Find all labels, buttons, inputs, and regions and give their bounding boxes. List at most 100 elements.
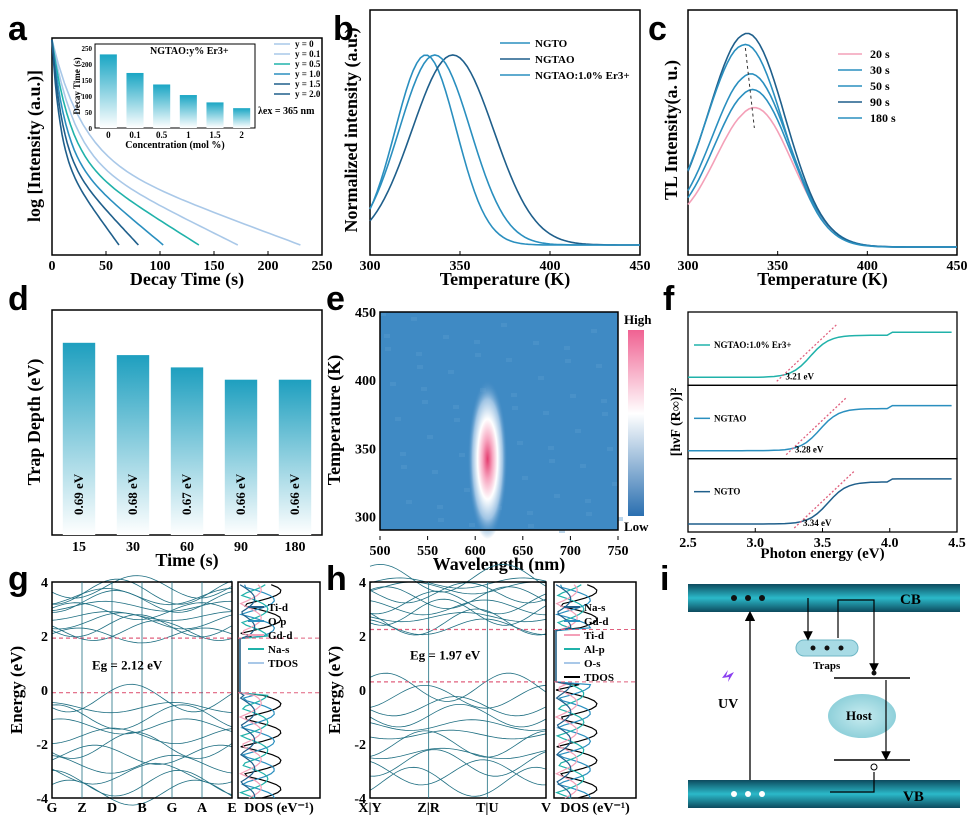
panel-label-a: a	[8, 10, 28, 48]
band-line	[369, 590, 547, 615]
heatmap-noise	[591, 329, 597, 333]
tl-c-frame	[687, 9, 958, 256]
heatmap-noise	[549, 459, 555, 463]
tl-c-curve-4	[687, 43, 957, 248]
heatmap-noise	[453, 405, 459, 409]
hole-return-line	[830, 772, 875, 793]
dos-legend-label: Gd-d	[584, 616, 608, 628]
band-y-tick: 4	[41, 576, 48, 591]
heatmap-noise	[586, 512, 592, 516]
decay-curve-4	[51, 39, 139, 246]
decay-x-tick: 50	[99, 259, 113, 274]
heatmap-y-tick: 450	[355, 306, 376, 321]
hole-dot	[745, 791, 751, 797]
absorption-curve-1	[688, 404, 952, 452]
tl-c-curve-0	[687, 106, 957, 248]
band-y-label: Energy (eV)	[325, 646, 344, 734]
band-y-tick: -4	[36, 792, 48, 807]
heatmap-noise	[565, 359, 571, 363]
inset-bar	[179, 95, 197, 128]
heatmap-noise	[517, 441, 523, 445]
heatmap-y-label: Temperature (K)	[324, 355, 345, 485]
heatmap-noise	[432, 470, 438, 474]
band-line	[369, 704, 547, 728]
band-line	[369, 582, 547, 604]
dos-legend-label: Gd-d	[268, 630, 292, 642]
trap-bar-label: 0.66 eV	[233, 473, 248, 515]
inset-bar	[126, 72, 144, 128]
decay-x-label: Decay Time (s)	[130, 269, 244, 290]
kpoint-label: Z|R	[417, 801, 440, 816]
tl-b-x-tick: 350	[450, 259, 471, 274]
decay-legend-label: y = 0	[295, 39, 314, 49]
mechanism-diagram: CB VB UV Traps Host	[688, 584, 960, 808]
band-y-tick: 2	[359, 630, 366, 645]
inset-frame	[94, 43, 256, 129]
trap-x-tick: 180	[285, 540, 306, 555]
inset-x-tick: 1.5	[209, 130, 221, 140]
trap-x-tick: 15	[72, 540, 86, 555]
inset-x-tick: 1	[186, 130, 191, 140]
band-line	[369, 684, 547, 709]
trap-bar	[116, 355, 150, 535]
heatmap-y-tick: 350	[355, 442, 376, 457]
host-ellipse	[828, 694, 896, 738]
trap-bar-label: 0.68 eV	[125, 473, 140, 515]
bandgap-value: Eg = 1.97 eV	[410, 648, 481, 663]
bandgap-label: 3.28 eV	[795, 445, 824, 455]
host-label: Host	[846, 708, 873, 723]
dos-x-label: DOS (eV⁻¹)	[244, 801, 314, 816]
heatmap-frame	[379, 311, 619, 531]
tl-c-y-label: TL Intensity(a. u.)	[661, 60, 682, 200]
heatmap-hotspot	[467, 379, 508, 540]
heatmap-noise	[437, 505, 443, 509]
inset-bar	[99, 54, 117, 128]
trap-x-tick: 30	[126, 540, 140, 555]
tl-c-x-tick: 450	[947, 259, 967, 274]
heatmap-noise	[522, 476, 528, 480]
heatmap-x-tick: 750	[608, 544, 629, 559]
inset-bar	[233, 108, 251, 128]
inset-bar	[153, 84, 171, 128]
trap-bar-label: 0.67 eV	[179, 473, 194, 515]
band-line	[369, 612, 547, 623]
colorbar-high: High	[624, 312, 652, 327]
absorption-y-label: [hνF (R∞)]²	[669, 388, 684, 457]
band-y-label: Energy (eV)	[7, 646, 26, 734]
dos-legend-label: O-s	[584, 658, 601, 670]
uv-label: UV	[718, 697, 738, 712]
absorption-legend-label: NGTAO	[714, 413, 746, 423]
band-y-tick: 0	[41, 684, 48, 699]
heatmap-noise	[575, 429, 581, 433]
heatmap-noise	[533, 341, 539, 345]
panel-label-d: d	[8, 280, 29, 318]
kpoint-label: G	[167, 801, 178, 816]
dos-legend-label: Na-s	[268, 644, 290, 656]
vb-label: VB	[903, 789, 924, 805]
kpoint-label: T|U	[476, 801, 499, 816]
heatmap-x-tick: 600	[465, 544, 486, 559]
dos-x-label: DOS (eV⁻¹)	[560, 801, 630, 816]
kpoint-label: G	[47, 801, 58, 816]
kpoint-label: E	[227, 801, 236, 816]
band-line	[369, 696, 547, 717]
kpoint-label: A	[197, 801, 208, 816]
colorbar-low: Low	[624, 519, 649, 534]
absorption-curve-2	[688, 478, 952, 525]
excitation-label: λex = 365 nm	[258, 106, 315, 117]
decay-legend-label: y = 1.5	[295, 79, 321, 89]
band-line	[369, 608, 547, 636]
decay-legend-label: y = 1.0	[295, 69, 321, 79]
tl-c-x-tick: 300	[678, 259, 699, 274]
heatmap-noise	[464, 488, 470, 492]
heatmap-noise	[380, 312, 386, 316]
bandgap-label: 3.34 eV	[803, 518, 832, 528]
trap-x-tick: 60	[180, 540, 194, 555]
absorption-curve-0	[688, 331, 952, 379]
dos-frame	[553, 581, 637, 799]
heatmap-noise	[501, 323, 507, 327]
trap-bar	[224, 379, 258, 535]
decay-x-tick: 0	[49, 259, 56, 274]
